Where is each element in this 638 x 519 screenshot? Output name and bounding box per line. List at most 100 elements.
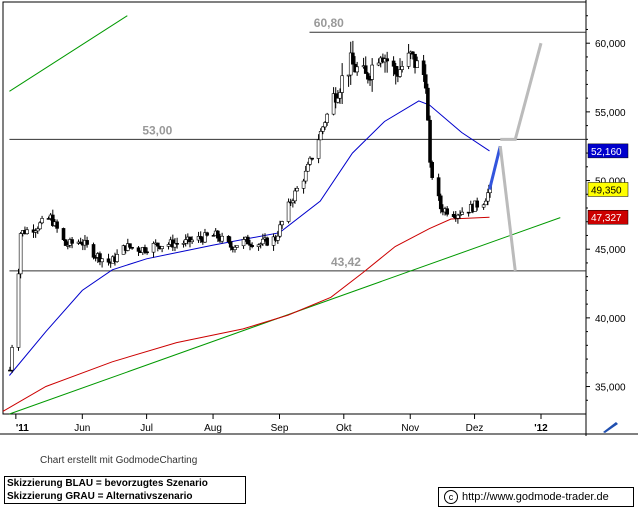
candle-body [145,251,149,254]
candle-body [248,243,252,246]
level-label: 53,00 [142,123,172,137]
candle-body [183,239,188,244]
source-url[interactable]: c http://www.godmode-trader.de [438,487,634,507]
y-tick-label: 60,000 [595,39,626,50]
price-tag [587,209,629,225]
price-tag-label: 52,160 [591,147,622,158]
price-tag [587,182,629,197]
candle-body [98,253,102,263]
moving-average-line [2,216,490,412]
candle-body [228,241,233,248]
candle-body [458,214,462,216]
candle-body [160,246,164,249]
candle-body [70,239,74,244]
y-tick-label: 35,000 [595,383,626,394]
candle-body [246,236,250,245]
candle-body [18,233,23,275]
x-tick-label: Aug [204,423,222,434]
candle-body [411,51,415,55]
candle-body [333,93,338,103]
candle-body [216,230,220,239]
candle-body [318,131,323,141]
candle-body [295,188,299,192]
candle-body [55,221,59,229]
candle-body [66,245,70,247]
candle-body [280,221,284,226]
candle-body [205,232,209,236]
candle-body [466,211,471,214]
candle-body [265,237,269,246]
candle-body [151,243,156,253]
candle-body [220,235,224,242]
candle-body [338,92,342,99]
x-tick-label: Nov [401,423,419,434]
candle-body [241,239,246,247]
candle-body [421,60,426,75]
candle-body [78,241,83,244]
candle-body [308,157,312,165]
candle-body [306,163,310,172]
candle-body [63,239,68,246]
candle-body [406,52,411,67]
scenarios [488,42,543,272]
scenario-gray-down [498,146,517,272]
candle-body [316,139,321,159]
candle-body [136,247,141,252]
moving-averages [2,100,490,412]
candle-body [106,258,111,263]
x-tick-label: '12 [534,423,548,434]
candle-body [475,200,479,208]
chart-credit: Chart erstellt mit GodmodeCharting [40,455,198,466]
candle-body [363,65,368,74]
candle-body [400,66,404,70]
url-text[interactable]: http://www.godmode-trader.de [462,491,609,503]
price-bars [8,40,492,374]
candle-body [33,230,38,233]
candle-body [293,190,297,202]
candle-body [351,52,355,65]
candle-body [436,177,441,197]
candle-body [85,240,89,245]
candle-body [451,213,456,217]
candle-body [143,247,147,253]
level-label: 60,80 [314,16,344,30]
candle-body [423,74,428,89]
x-tick-label: '11 [16,423,29,434]
candle-body [175,243,179,245]
candle-body [181,243,186,245]
candle-body [8,369,12,372]
candle-body [256,244,261,247]
candle-body [16,273,21,348]
x-axis: '11 Jun Jul Aug Sep Okt Nov Dez '12 [15,414,548,434]
candle-body [235,245,239,248]
legend-gray: Skizzierung GRAU = Alternativszenario [7,491,193,502]
candle-body [188,236,192,243]
candle-body [430,162,434,178]
candle-body [130,246,134,249]
candle-body [393,65,398,75]
candle-body [115,254,119,262]
candle-body [481,204,486,208]
candle-body [261,238,265,245]
candle-body [46,218,51,220]
candle-body [355,66,359,73]
price-tag-label: 49,350 [591,185,622,196]
price-tags: 52,160 49,350 47,327 [587,143,629,225]
candle-body [198,236,203,240]
candle-body [190,239,194,243]
candle-body [370,64,374,80]
candle-body [391,60,396,67]
x-tick-label: Okt [336,423,352,434]
candle-body [61,228,66,240]
plot-border [2,1,587,415]
candle-body [438,195,443,210]
candle-body [35,228,40,232]
price-tag-label: 47,327 [591,213,622,224]
candle-body [50,214,55,226]
scenario-blue-line [488,145,502,190]
pencil-icon[interactable] [600,420,620,434]
candle-body [25,229,29,234]
legend-blue: Skizzierung BLAU = bevorzugtes Szenario [7,478,208,489]
candle-body [10,347,14,371]
